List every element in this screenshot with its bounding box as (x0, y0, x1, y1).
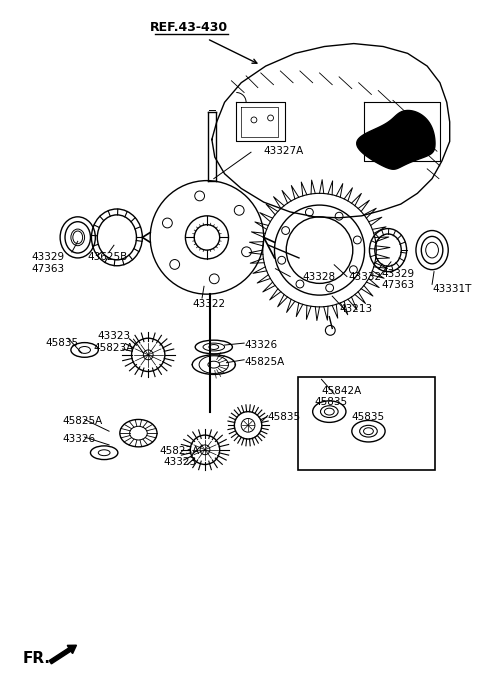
Text: 43328: 43328 (303, 272, 336, 281)
Text: 43327A: 43327A (264, 146, 304, 156)
Text: 45835: 45835 (46, 338, 79, 348)
Ellipse shape (73, 231, 83, 244)
Text: 45835: 45835 (268, 413, 301, 423)
Text: 45835: 45835 (314, 397, 348, 407)
Text: 45842A: 45842A (322, 386, 362, 396)
Text: 43322: 43322 (192, 299, 226, 309)
Ellipse shape (209, 345, 219, 350)
Text: 45835: 45835 (352, 413, 385, 423)
Text: 43213: 43213 (339, 304, 372, 314)
Ellipse shape (324, 408, 334, 415)
Text: 43329
47363: 43329 47363 (32, 252, 65, 274)
Text: 43331T: 43331T (432, 284, 471, 294)
Text: REF.43-430: REF.43-430 (150, 21, 228, 34)
Ellipse shape (98, 450, 110, 456)
Text: 43332: 43332 (349, 272, 382, 281)
Polygon shape (357, 111, 435, 170)
Text: 43323
45823A: 43323 45823A (94, 332, 134, 353)
Text: 43625B: 43625B (87, 252, 127, 262)
Text: 45823A
43323: 45823A 43323 (159, 445, 200, 468)
Text: FR.: FR. (23, 651, 51, 666)
Bar (298, 377, 435, 471)
Text: 43326: 43326 (244, 340, 277, 350)
Ellipse shape (426, 243, 438, 258)
Text: 45825A: 45825A (244, 357, 284, 367)
Text: 45825A: 45825A (62, 416, 102, 427)
Text: 43329
47363: 43329 47363 (381, 269, 414, 291)
Text: 43326: 43326 (62, 434, 95, 444)
Ellipse shape (363, 427, 373, 434)
FancyArrow shape (49, 645, 76, 664)
